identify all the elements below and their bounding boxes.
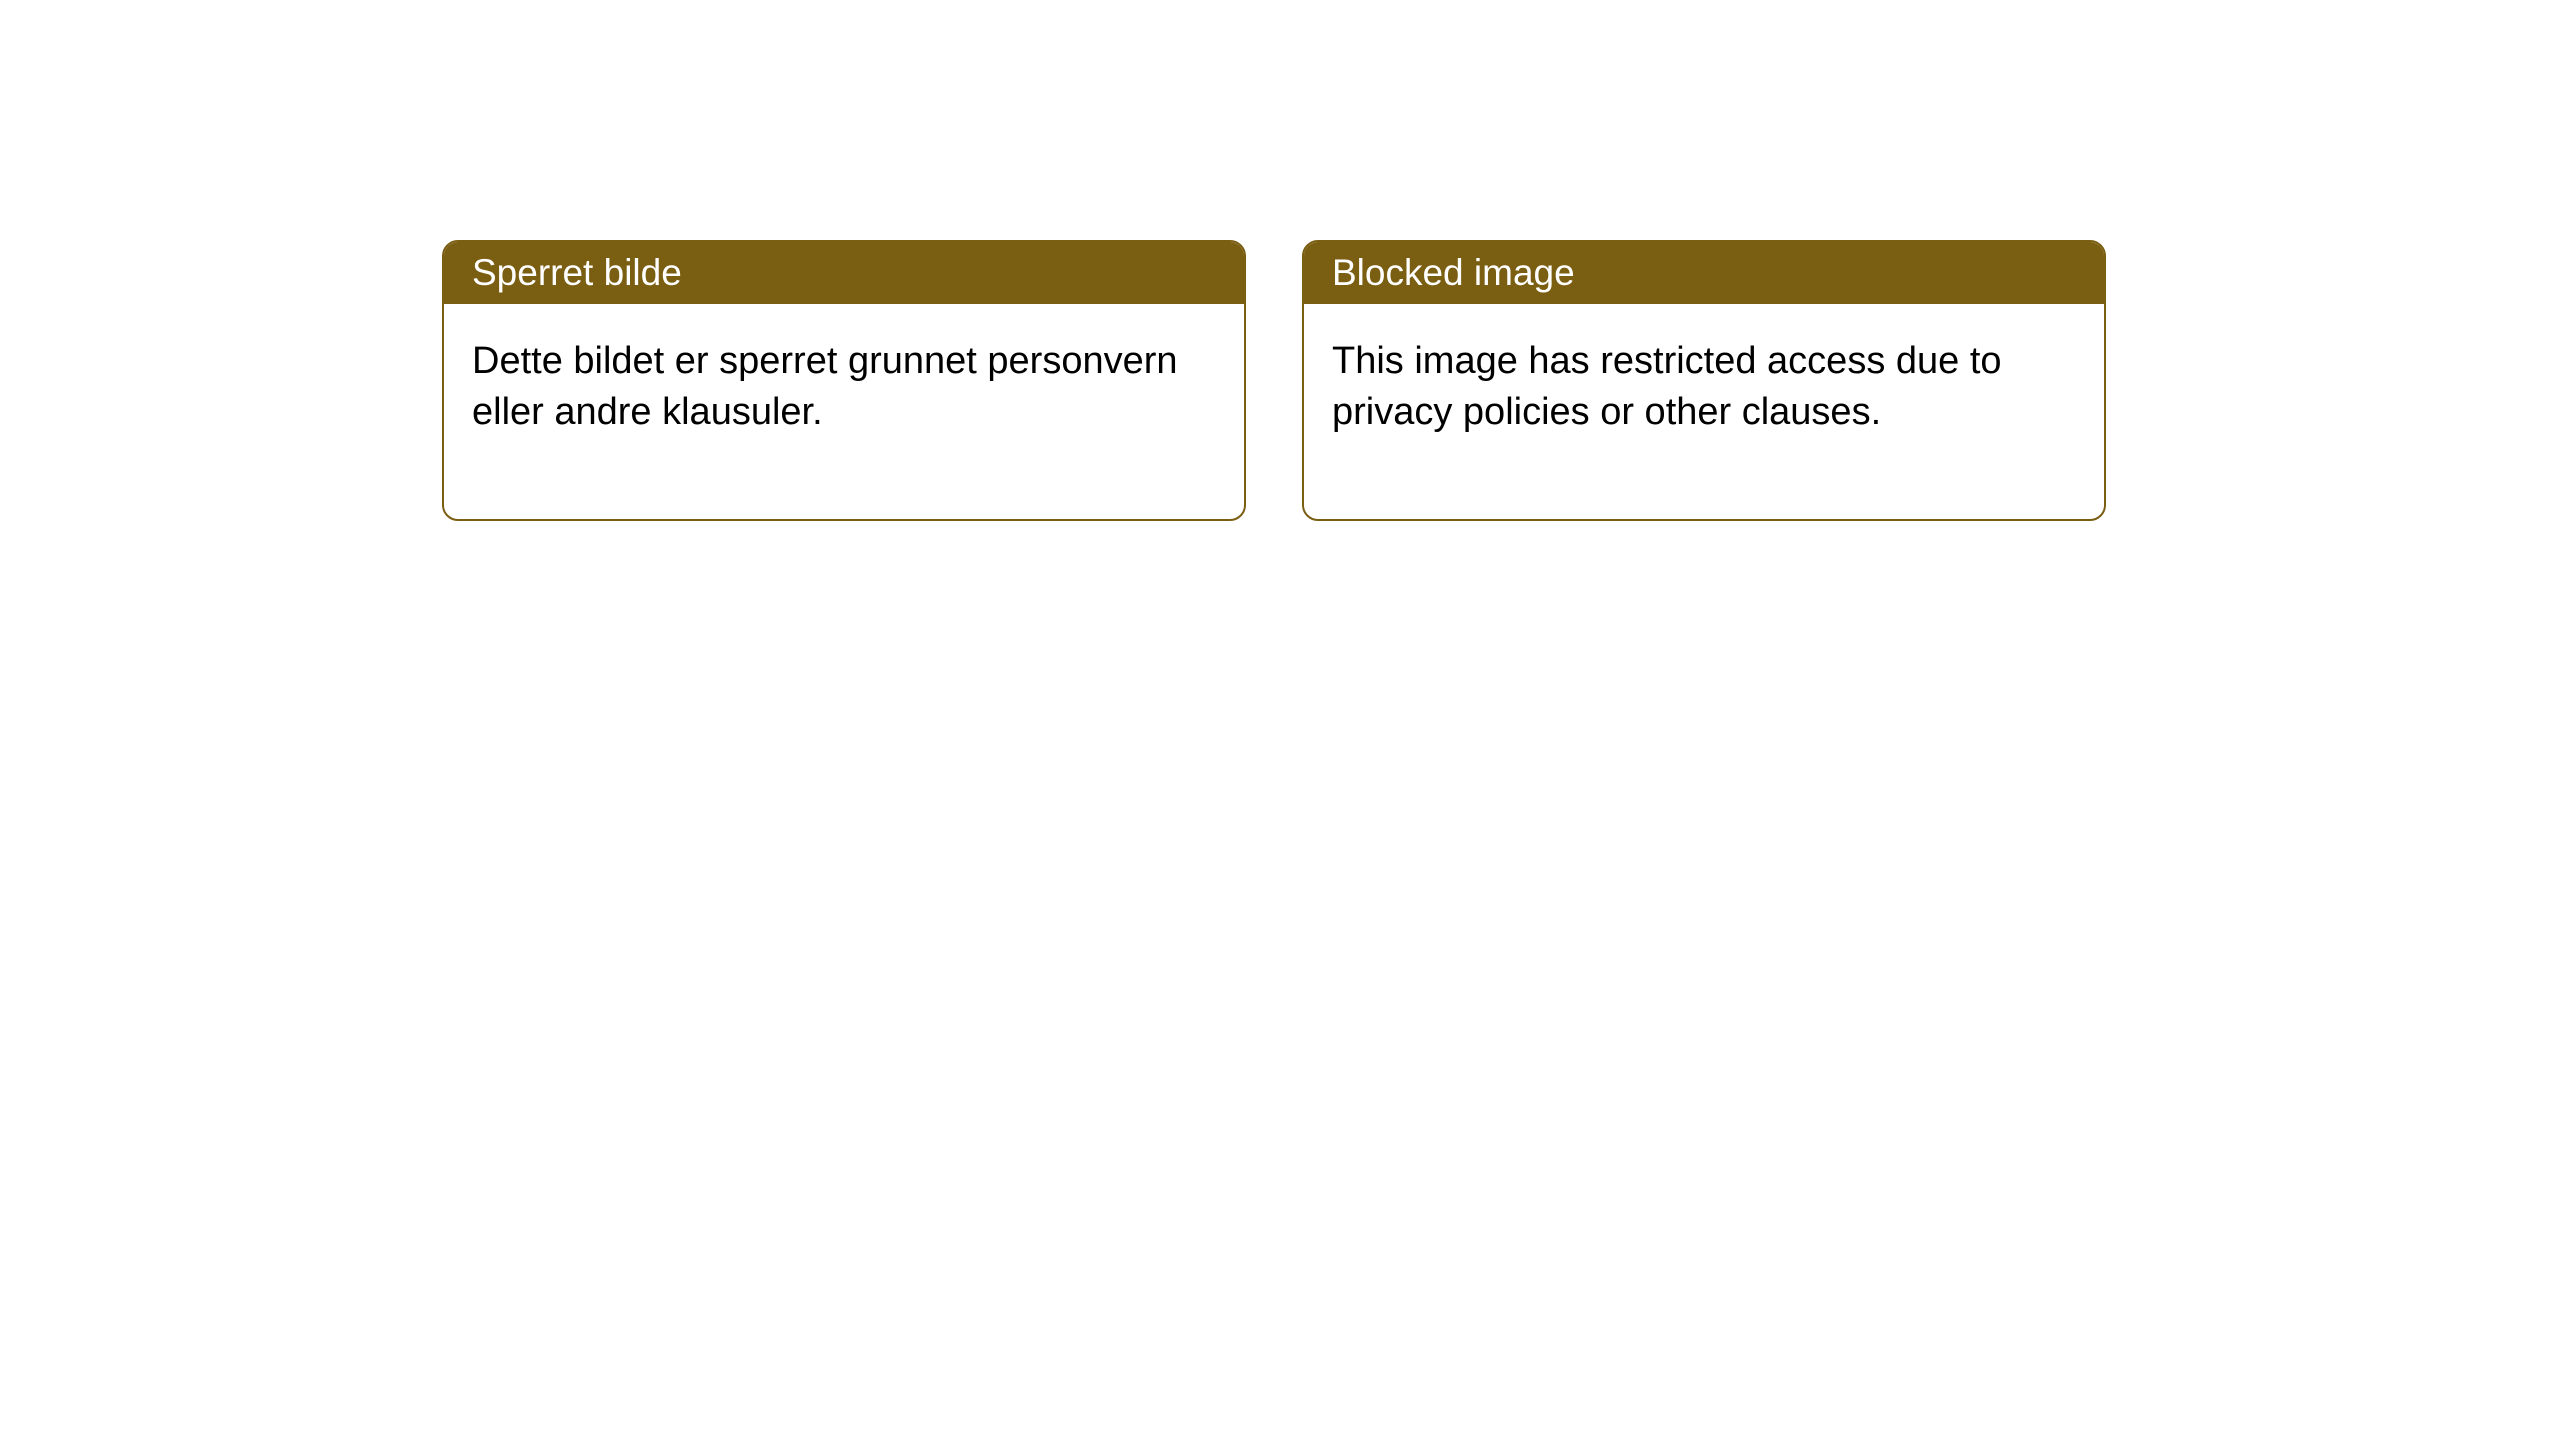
- notice-header: Sperret bilde: [444, 242, 1244, 304]
- notice-body: Dette bildet er sperret grunnet personve…: [444, 304, 1244, 519]
- notice-container: Sperret bilde Dette bildet er sperret gr…: [442, 240, 2106, 521]
- notice-header: Blocked image: [1304, 242, 2104, 304]
- notice-body: This image has restricted access due to …: [1304, 304, 2104, 519]
- notice-box-norwegian: Sperret bilde Dette bildet er sperret gr…: [442, 240, 1246, 521]
- notice-box-english: Blocked image This image has restricted …: [1302, 240, 2106, 521]
